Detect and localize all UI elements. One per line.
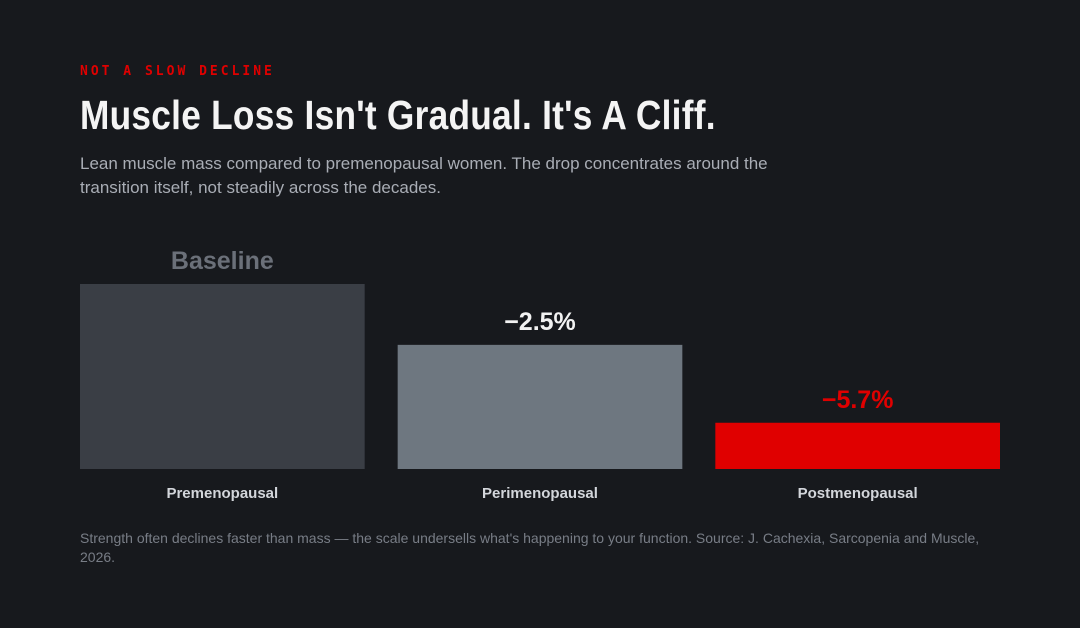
bar-postmenopausal	[715, 422, 1000, 469]
bar-premenopausal	[80, 284, 365, 469]
category-label-premenopausal: Premenopausal	[166, 485, 278, 502]
category-label-perimenopausal: Perimenopausal	[482, 485, 598, 502]
eyebrow-label: NOT A SLOW DECLINE	[80, 64, 275, 79]
chart-title: Muscle Loss Isn't Gradual. It's A Cliff.	[80, 92, 716, 138]
value-label-premenopausal: Baseline	[171, 247, 274, 275]
bar-perimenopausal	[397, 344, 683, 469]
value-label-postmenopausal: −5.7%	[822, 386, 894, 414]
chart-subtitle: Lean muscle mass compared to premenopaus…	[80, 154, 768, 197]
source-footnote: Strength often declines faster than mass…	[80, 530, 980, 565]
category-label-postmenopausal: Postmenopausal	[798, 485, 918, 502]
value-label-perimenopausal: −2.5%	[504, 308, 576, 336]
